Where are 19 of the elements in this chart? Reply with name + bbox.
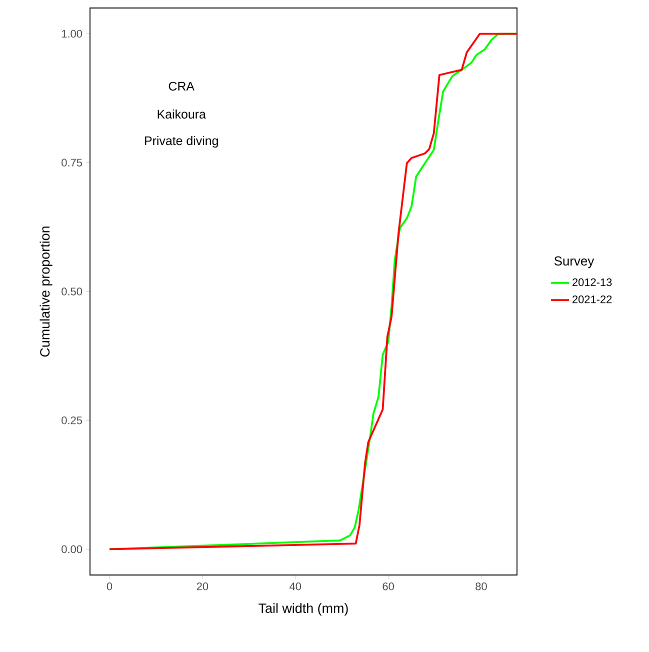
annotation: CRA [168,82,194,91]
annotation: Kaikoura [158,109,206,119]
x-tick-label: 60 [382,582,394,590]
y-axis-title: Cumulative proportion [40,226,52,357]
annotation: Private diving [145,136,218,148]
y-tick-label: 0.00 [62,545,82,554]
legend-title: Survey [554,256,594,268]
legend-label: 2012-13 [572,278,612,286]
x-axis-title: Tail width (mm) [258,603,348,616]
line-series [108,32,517,550]
y-tick-label: 0.50 [62,288,82,296]
x-tick-label: 20 [196,582,208,590]
legend-label: 2021-22 [572,296,612,304]
y-tick-label: 0.25 [62,416,82,424]
x-tick-label: 80 [476,582,487,590]
x-tick-label: 40 [290,582,302,590]
y-tick-label: 1.00 [62,30,82,38]
x-tick-label: 0 [106,582,112,590]
y-tick-label: 0.75 [62,158,82,167]
